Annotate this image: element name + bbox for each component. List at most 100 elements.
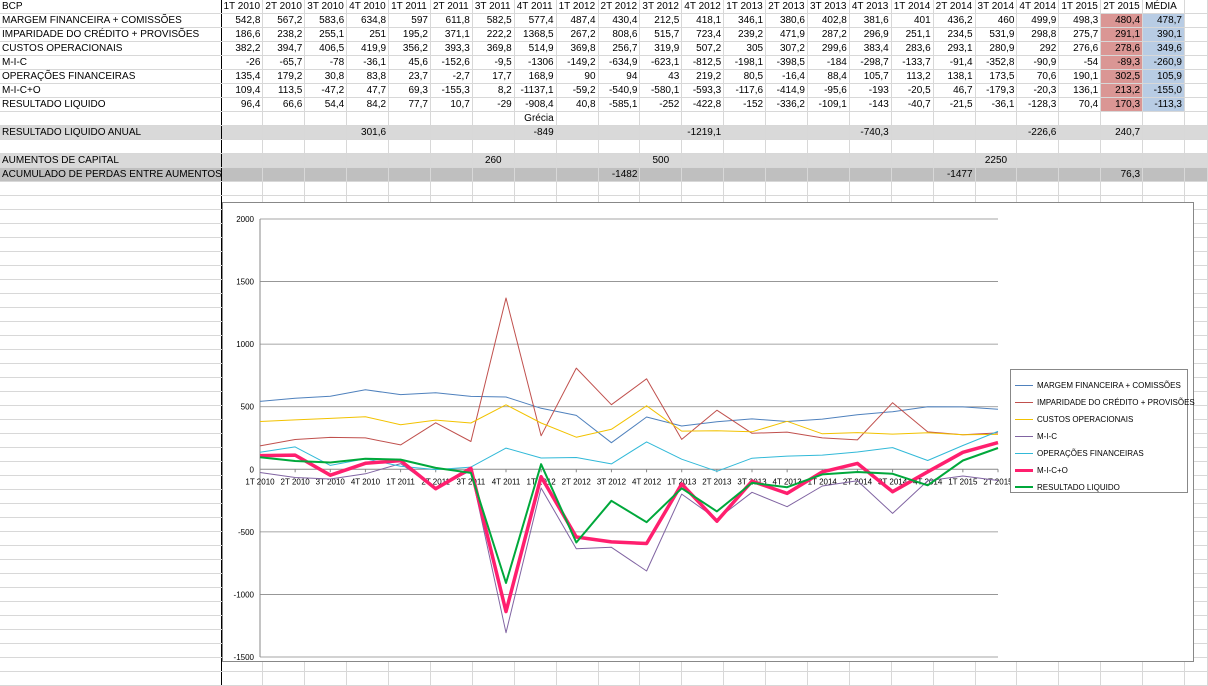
empty-cell[interactable] xyxy=(0,433,222,448)
empty-cell[interactable] xyxy=(556,167,599,182)
column-header-cell[interactable]: 1T 2015 xyxy=(1058,0,1102,14)
value-cell[interactable]: 293,1 xyxy=(933,41,976,56)
empty-cell[interactable] xyxy=(304,153,348,168)
row-label-cell[interactable]: RESULTADO LIQUIDO xyxy=(0,97,222,112)
empty-cell[interactable] xyxy=(1058,167,1102,182)
value-cell[interactable]: 168,9 xyxy=(514,69,557,84)
value-cell[interactable]: 280,9 xyxy=(975,41,1018,56)
column-header-cell[interactable]: 1T 2013 xyxy=(723,0,767,14)
value-cell[interactable]: -143 xyxy=(849,97,892,112)
empty-cell[interactable] xyxy=(1184,69,1208,84)
capital-increase-cell[interactable]: 500 xyxy=(639,153,683,168)
empty-cell[interactable] xyxy=(388,125,431,140)
value-cell[interactable]: 84,2 xyxy=(346,97,390,112)
empty-cell[interactable] xyxy=(1058,111,1102,126)
empty-cell[interactable] xyxy=(388,139,431,154)
value-cell[interactable]: 77,7 xyxy=(388,97,431,112)
empty-cell[interactable] xyxy=(975,167,1018,182)
value-cell[interactable]: -812,5 xyxy=(681,55,725,70)
empty-cell[interactable] xyxy=(221,181,264,196)
value-cell[interactable]: 251 xyxy=(346,27,390,42)
empty-cell[interactable] xyxy=(0,447,222,462)
value-cell[interactable]: -40,7 xyxy=(891,97,934,112)
empty-cell[interactable] xyxy=(388,111,431,126)
value-cell[interactable]: 83,8 xyxy=(346,69,390,84)
value-cell[interactable]: 577,4 xyxy=(514,13,557,28)
empty-cell[interactable] xyxy=(514,139,557,154)
value-cell[interactable]: -152 xyxy=(723,97,767,112)
empty-cell[interactable] xyxy=(346,167,390,182)
value-cell[interactable]: -193 xyxy=(849,83,892,98)
empty-cell[interactable] xyxy=(723,125,767,140)
value-cell[interactable]: 238,2 xyxy=(262,27,306,42)
value-cell[interactable]: 278,6 xyxy=(1100,41,1144,56)
empty-cell[interactable] xyxy=(514,167,557,182)
value-cell[interactable]: 186,6 xyxy=(221,27,264,42)
value-cell[interactable]: 349,6 xyxy=(1142,41,1185,56)
value-cell[interactable]: 369,8 xyxy=(556,41,599,56)
legend-entry[interactable]: M-I-C xyxy=(1015,429,1057,443)
value-cell[interactable]: -260,9 xyxy=(1142,55,1185,70)
row-label-cell[interactable]: MARGEM FINANCEIRA + COMISSÕES xyxy=(0,13,222,28)
empty-cell[interactable] xyxy=(723,139,767,154)
empty-cell[interactable] xyxy=(933,125,976,140)
empty-cell[interactable] xyxy=(0,419,222,434)
value-cell[interactable]: 23,7 xyxy=(388,69,431,84)
value-cell[interactable]: 567,2 xyxy=(262,13,306,28)
empty-cell[interactable] xyxy=(556,111,599,126)
empty-cell[interactable] xyxy=(975,181,1018,196)
value-cell[interactable]: 634,8 xyxy=(346,13,390,28)
empty-cell[interactable] xyxy=(262,125,306,140)
value-cell[interactable]: 8,2 xyxy=(472,83,515,98)
accumulated-losses-cell[interactable]: -1477 xyxy=(933,167,976,182)
value-cell[interactable]: 291,1 xyxy=(1100,27,1144,42)
empty-cell[interactable] xyxy=(346,111,390,126)
empty-cell[interactable] xyxy=(304,181,348,196)
row-label-cell[interactable]: M-I-C+O xyxy=(0,83,222,98)
value-cell[interactable]: 401 xyxy=(891,13,934,28)
value-cell[interactable]: 105,7 xyxy=(849,69,892,84)
empty-cell[interactable] xyxy=(933,153,976,168)
value-cell[interactable]: 275,7 xyxy=(1058,27,1102,42)
value-cell[interactable]: 480,4 xyxy=(1100,13,1144,28)
value-cell[interactable]: 30,8 xyxy=(304,69,348,84)
empty-cell[interactable] xyxy=(765,181,808,196)
empty-cell[interactable] xyxy=(0,209,222,224)
empty-cell[interactable] xyxy=(1142,139,1185,154)
column-header-cell[interactable]: 1T 2014 xyxy=(891,0,934,14)
empty-cell[interactable] xyxy=(723,111,767,126)
empty-cell[interactable] xyxy=(891,167,934,182)
value-cell[interactable]: -2,7 xyxy=(430,69,473,84)
value-cell[interactable]: -20,3 xyxy=(1016,83,1060,98)
empty-cell[interactable] xyxy=(1184,181,1208,196)
value-cell[interactable]: 173,5 xyxy=(975,69,1018,84)
empty-cell[interactable] xyxy=(1142,167,1185,182)
value-cell[interactable]: 113,5 xyxy=(262,83,306,98)
empty-cell[interactable] xyxy=(639,111,683,126)
empty-cell[interactable] xyxy=(0,531,222,546)
value-cell[interactable]: -133,7 xyxy=(891,55,934,70)
value-cell[interactable]: 498,3 xyxy=(1058,13,1102,28)
empty-cell[interactable] xyxy=(472,125,515,140)
value-cell[interactable]: -155,3 xyxy=(430,83,473,98)
empty-cell[interactable] xyxy=(304,125,348,140)
legend-entry[interactable]: OPERAÇÕES FINANCEIRAS xyxy=(1015,446,1144,460)
value-cell[interactable]: -21,5 xyxy=(933,97,976,112)
empty-cell[interactable] xyxy=(472,181,515,196)
value-cell[interactable]: 305 xyxy=(723,41,767,56)
empty-cell[interactable] xyxy=(639,139,683,154)
value-cell[interactable]: -152,6 xyxy=(430,55,473,70)
column-header-cell[interactable]: 3T 2014 xyxy=(975,0,1018,14)
empty-cell[interactable] xyxy=(933,111,976,126)
empty-cell[interactable] xyxy=(304,167,348,182)
empty-cell[interactable] xyxy=(0,139,222,154)
value-cell[interactable]: -29 xyxy=(472,97,515,112)
empty-cell[interactable] xyxy=(723,153,767,168)
empty-cell[interactable] xyxy=(598,181,641,196)
empty-cell[interactable] xyxy=(0,377,222,392)
column-header-cell[interactable]: 3T 2012 xyxy=(639,0,683,14)
empty-cell[interactable] xyxy=(1058,153,1102,168)
value-cell[interactable]: -1137,1 xyxy=(514,83,557,98)
empty-cell[interactable] xyxy=(0,307,222,322)
annual-result-cell[interactable]: 301,6 xyxy=(346,125,390,140)
